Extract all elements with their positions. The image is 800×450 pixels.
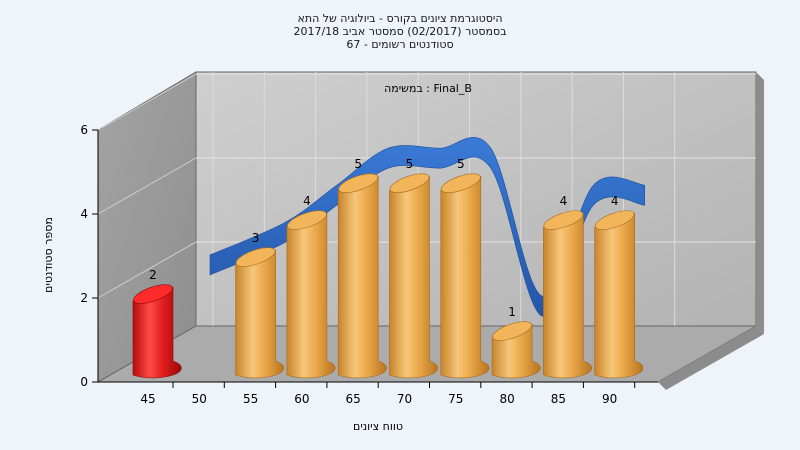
bar-45: 2 xyxy=(132,268,182,379)
title-line-3: סטודנטים רשומים - 67 xyxy=(346,38,453,51)
bar-55: 3 xyxy=(235,231,285,379)
bars-group: 2 3 4 5 5 5 1 4 4 xyxy=(132,157,644,379)
bar-label-65: 5 xyxy=(354,157,362,171)
bar-75: 5 xyxy=(440,157,490,379)
y-axis-title: מספר סטודנטים xyxy=(42,217,55,293)
bar-top-70 xyxy=(389,173,430,193)
bar-label-55: 3 xyxy=(252,231,260,245)
x-tick-label-9: 90 xyxy=(602,392,617,406)
grid-line-diag-1 xyxy=(97,241,197,299)
bar-label-80: 1 xyxy=(508,305,516,319)
bar-body-75 xyxy=(440,175,490,379)
bar-80: 1 xyxy=(491,305,541,379)
bar-body-60 xyxy=(286,212,336,379)
grid-line-diag-3 xyxy=(97,73,197,131)
bar-90: 4 xyxy=(594,194,644,379)
bar-label-75: 5 xyxy=(457,157,465,171)
y-tick-label-2: 4 xyxy=(80,207,88,221)
title-line-1: היסטוגרמת ציונים בקורס - ביולוגיה של התא xyxy=(297,12,502,25)
chart-title: היסטוגרמת ציונים בקורס - ביולוגיה של התא… xyxy=(293,12,506,51)
bar-label-70: 5 xyxy=(406,157,414,171)
bar-body-90 xyxy=(594,212,644,379)
bar-top-55 xyxy=(235,247,276,267)
bar-top-75 xyxy=(440,173,481,193)
x-tick-label-0: 45 xyxy=(140,392,155,406)
x-tick-label-3: 60 xyxy=(294,392,309,406)
bar-top-65 xyxy=(338,173,379,193)
y-tick-label-3: 6 xyxy=(80,123,88,137)
x-tick-label-2: 55 xyxy=(243,392,258,406)
bar-top-60 xyxy=(287,210,327,230)
x-axis-title: טווח ציונים xyxy=(353,420,403,433)
bar-top-85 xyxy=(543,210,584,230)
right-wall-edge xyxy=(756,72,764,334)
bar-body-70 xyxy=(389,175,439,379)
x-tick-label-1: 50 xyxy=(192,392,207,406)
x-tick-label-4: 65 xyxy=(346,392,361,406)
x-tick-label-6: 75 xyxy=(448,392,463,406)
bar-body-85 xyxy=(543,212,592,379)
x-tick-label-8: 85 xyxy=(551,392,566,406)
bar-top-80 xyxy=(492,321,532,341)
bar-top-45 xyxy=(133,284,173,304)
x-axis-ticks: 45 50 55 60 65 70 75 80 85 90 xyxy=(140,382,636,406)
y-tick-label-1: 2 xyxy=(80,291,88,305)
bar-body-65 xyxy=(337,175,387,379)
bar-65: 5 xyxy=(337,157,387,379)
bar-label-90: 4 xyxy=(611,194,619,208)
bar-label-60: 4 xyxy=(303,194,311,208)
bar-85: 4 xyxy=(543,194,592,379)
x-tick-label-5: 70 xyxy=(397,392,412,406)
title-line-2: בסמסטר (02/2017) סמסטר אביב 2017/18 xyxy=(293,25,506,38)
chart-annotation: במשימה : Final_B xyxy=(384,82,472,95)
x-tick-label-7: 80 xyxy=(499,392,514,406)
y-tick-label-0: 0 xyxy=(80,375,88,389)
bar-60: 4 xyxy=(286,194,336,379)
bar-70: 5 xyxy=(389,157,439,379)
bar-label-85: 4 xyxy=(560,194,568,208)
floor-edge xyxy=(658,326,764,390)
bar-body-45 xyxy=(132,286,182,379)
grid-line-diag-2 xyxy=(97,157,197,215)
bar-label-45: 2 xyxy=(149,268,157,282)
bar-body-55 xyxy=(235,249,285,379)
bar-top-90 xyxy=(594,210,635,230)
